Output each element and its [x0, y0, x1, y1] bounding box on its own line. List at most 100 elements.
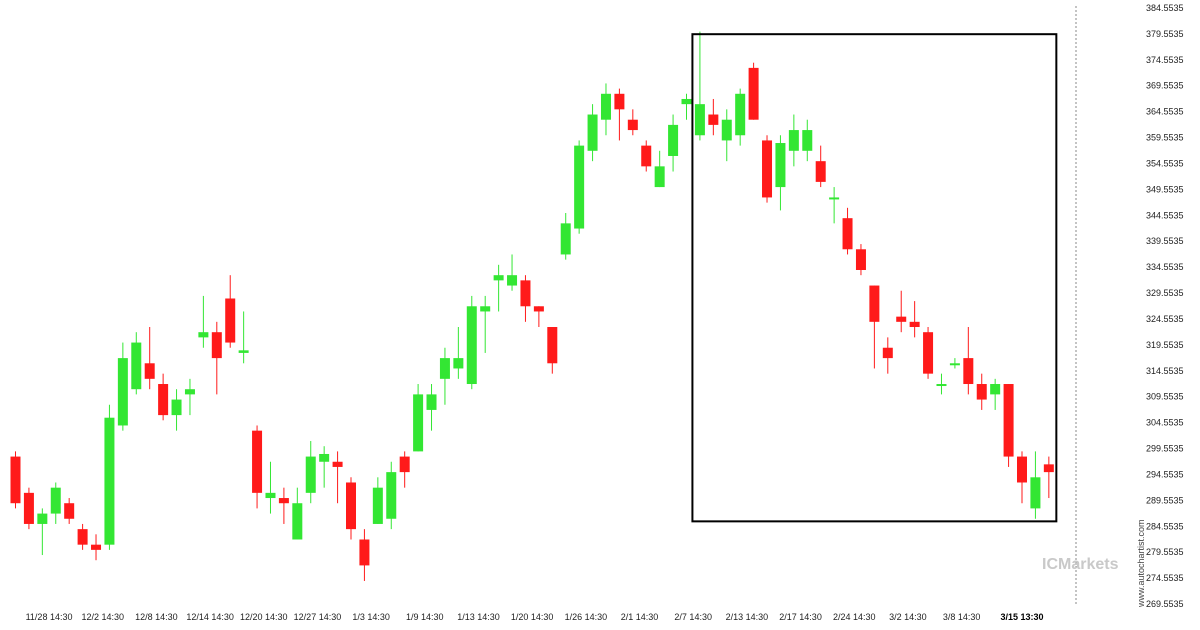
candle	[1043, 456, 1054, 499]
y-tick-label: 349.5535	[1146, 184, 1184, 194]
y-tick-label: 329.5535	[1146, 288, 1184, 298]
candle	[144, 327, 155, 390]
x-tick-label: 1/26 14:30	[565, 612, 608, 622]
candle	[614, 88, 625, 141]
candle	[10, 451, 21, 509]
y-tick-label: 309.5535	[1146, 392, 1184, 402]
y-axis: 384.5535 379.5535 374.5535 369.5535 364.5535…	[1146, 3, 1184, 609]
x-tick-label: 12/20 14:30	[240, 612, 288, 622]
candle-body	[23, 492, 34, 524]
candle-body	[198, 332, 209, 338]
candle-body	[815, 161, 826, 182]
candle	[990, 378, 1001, 410]
candle	[829, 187, 840, 224]
x-tick-label: 1/3 14:30	[352, 612, 390, 622]
candle-body	[493, 275, 504, 281]
candle	[668, 114, 679, 172]
x-tick-label: 12/8 14:30	[135, 612, 178, 622]
candle-body	[600, 93, 611, 120]
y-tick-label: 379.5535	[1146, 29, 1184, 39]
candle	[319, 446, 330, 488]
candle-body	[520, 280, 531, 307]
y-tick-label: 334.5535	[1146, 262, 1184, 272]
candle-body	[386, 472, 397, 519]
candle-body	[332, 461, 343, 467]
candle	[117, 342, 128, 431]
candle-body	[50, 487, 61, 514]
candle	[600, 83, 611, 136]
candle-body	[627, 119, 638, 131]
candle-body	[225, 298, 236, 343]
candle	[507, 254, 518, 291]
candle-body	[131, 342, 142, 390]
x-tick-label: 12/2 14:30	[81, 612, 124, 622]
y-tick-label: 274.5535	[1146, 573, 1184, 583]
candle-body	[319, 453, 330, 462]
candle-body	[533, 306, 544, 312]
candle-body	[1017, 456, 1027, 483]
candle	[64, 498, 75, 524]
candle-body	[359, 539, 370, 566]
y-tick-label: 374.5535	[1146, 55, 1184, 65]
candle-body	[896, 316, 907, 322]
candle-body	[574, 145, 585, 229]
candle	[77, 523, 88, 550]
candle-body	[547, 327, 558, 364]
candle	[386, 461, 397, 530]
x-axis: 11/28 14:30 12/2 14:30 12/8 14:30 12/14 14:…	[26, 612, 1044, 622]
y-tick-label: 364.5535	[1146, 107, 1184, 117]
candle	[560, 212, 571, 260]
candle	[963, 327, 974, 395]
y-tick-label: 319.5535	[1146, 340, 1184, 350]
candle-body	[252, 430, 263, 493]
candle	[372, 477, 383, 524]
x-tick-label: 2/17 14:30	[779, 612, 822, 622]
candle	[815, 145, 826, 188]
candle-body	[37, 513, 48, 524]
candle-body	[453, 358, 464, 369]
candle	[896, 290, 907, 333]
candle	[1017, 451, 1027, 504]
candle-body	[413, 394, 424, 452]
candle	[520, 275, 531, 322]
candle-body	[641, 145, 652, 167]
candle	[694, 31, 705, 141]
candle-body	[654, 166, 665, 188]
y-tick-label: 354.5535	[1146, 158, 1184, 168]
candle	[158, 373, 169, 421]
candle	[37, 508, 48, 556]
candle	[802, 119, 813, 162]
candle-body	[104, 417, 115, 545]
candle-body	[1030, 477, 1041, 509]
y-tick-label: 339.5535	[1146, 236, 1184, 246]
icmarkets-watermark: ICMarkets	[1042, 556, 1119, 573]
candle	[748, 62, 759, 120]
candle	[413, 384, 424, 452]
pattern-box	[691, 33, 1058, 523]
candle-body	[144, 363, 155, 379]
candle-body	[1003, 384, 1014, 457]
candle-body	[184, 389, 195, 395]
candle	[735, 88, 746, 146]
candle-body	[990, 384, 1001, 395]
y-tick-label: 369.5535	[1146, 81, 1184, 91]
candle-body	[466, 306, 477, 385]
candle	[654, 150, 665, 188]
x-tick-label: 11/28 14:30	[26, 612, 73, 622]
candle-body	[708, 114, 719, 125]
candle	[305, 441, 316, 504]
candle-body	[439, 358, 450, 379]
candle-body	[560, 223, 571, 255]
y-tick-label: 344.5535	[1146, 210, 1184, 220]
x-tick-label: 2/1 14:30	[621, 612, 659, 622]
candle-body	[171, 399, 182, 416]
candle	[627, 109, 638, 136]
candle	[1030, 451, 1041, 519]
x-tick-label: 3/8 14:30	[943, 612, 981, 622]
candle-body	[265, 492, 276, 499]
candle	[346, 477, 356, 540]
candle	[493, 264, 504, 312]
y-tick-label: 314.5535	[1146, 366, 1184, 376]
y-tick-label: 294.5535	[1146, 469, 1184, 479]
y-tick-label: 299.5535	[1146, 444, 1184, 454]
